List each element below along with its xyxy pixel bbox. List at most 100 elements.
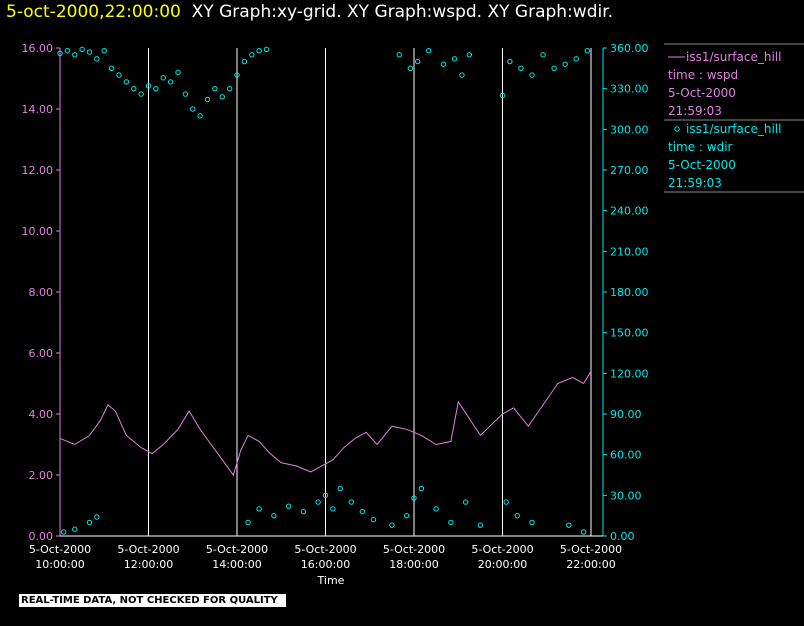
- x-tick-date: 5-Oct-2000: [471, 543, 533, 556]
- x-tick-time: 18:00:00: [389, 558, 438, 571]
- wdir-point: [153, 85, 159, 92]
- wdir-point: [477, 522, 484, 528]
- left-tick-label: 10.00: [22, 225, 54, 238]
- wdir-point: [451, 56, 458, 62]
- right-tick-label: 60.00: [610, 449, 642, 462]
- wdir-point: [459, 72, 465, 78]
- wdir-point: [411, 495, 417, 501]
- right-axis-ticks: 0.00 30.00 60.00 90.00 120.00 150.00 180.00 210…: [603, 42, 649, 543]
- right-tick-label: 180.00: [610, 286, 649, 299]
- left-tick-label: 2.00: [29, 469, 54, 482]
- wdir-point: [566, 522, 572, 528]
- wdir-point: [167, 79, 174, 85]
- wdir-point: [518, 65, 524, 72]
- right-tick-label: 300.00: [610, 123, 649, 136]
- wdir-point: [285, 503, 292, 509]
- title-graph-names: XY Graph:xy-grid. XY Graph:wspd. XY Grap…: [191, 2, 614, 22]
- right-tick-label: 330.00: [610, 83, 649, 96]
- wdir-point: [226, 85, 233, 92]
- wdir-point: [580, 529, 587, 535]
- wdir-point: [418, 485, 425, 492]
- legend-wdir-label: time : wdir: [668, 140, 733, 154]
- wdir-point: [212, 85, 218, 92]
- wdir-point: [72, 52, 78, 58]
- wdir-point: [108, 65, 115, 72]
- wdir-point: [245, 519, 251, 526]
- wdir-point: [300, 508, 307, 515]
- series-wdir: [57, 46, 591, 535]
- x-tick-date: 5-Oct-2000: [294, 543, 356, 556]
- legend-wspd-label: time : wspd: [668, 68, 738, 82]
- wdir-point: [503, 499, 509, 505]
- left-tick-label: 14.00: [22, 103, 54, 116]
- legend-wspd-name: iss1/surface_hill: [686, 50, 781, 64]
- wdir-point: [131, 85, 137, 92]
- left-axis-ticks: 0.00 2.00 4.00 6.00 8.00 10.00 12.00 14.00 16.00: [22, 42, 60, 543]
- wdir-point: [389, 522, 395, 528]
- wdir-point: [197, 113, 203, 119]
- x-tick-time: 20:00:00: [478, 558, 527, 571]
- wdir-point: [175, 69, 181, 76]
- grid-lines: [148, 48, 592, 536]
- wdir-point: [403, 512, 410, 519]
- right-tick-label: 0.00: [610, 530, 635, 543]
- left-tick-label: 16.00: [22, 42, 54, 55]
- left-tick-label: 6.00: [29, 347, 54, 360]
- x-tick-date: 5-Oct-2000: [117, 543, 179, 556]
- wdir-point: [322, 492, 329, 499]
- wdir-point: [433, 506, 439, 512]
- axes: [59, 48, 604, 537]
- wdir-point: [370, 517, 377, 523]
- wdir-point: [116, 72, 122, 78]
- right-tick-label: 240.00: [610, 205, 649, 218]
- legend-wdir-date: 5-Oct-2000: [668, 158, 736, 172]
- wdir-point: [64, 48, 71, 54]
- wdir-point: [94, 56, 100, 62]
- wdir-point: [256, 506, 262, 512]
- x-tick-time: 12:00:00: [124, 558, 173, 571]
- x-axis-ticks: 5-Oct-2000 10:00:00 5-Oct-2000 12:00:00 5-Oc…: [29, 543, 622, 571]
- left-tick-label: 0.00: [29, 530, 54, 543]
- right-tick-label: 210.00: [610, 245, 649, 258]
- wdir-point: [60, 529, 67, 535]
- wdir-point: [562, 61, 568, 67]
- wdir-point: [72, 526, 78, 532]
- x-tick-time: 16:00:00: [301, 558, 350, 571]
- wdir-point: [263, 46, 270, 53]
- wdir-point: [315, 499, 321, 505]
- wdir-point: [57, 50, 63, 57]
- x-axis-label: Time: [317, 574, 345, 587]
- x-tick-date: 5-Oct-2000: [383, 543, 445, 556]
- x-tick-date: 5-Oct-2000: [560, 543, 622, 556]
- x-tick-time: 14:00:00: [212, 558, 261, 571]
- wdir-point: [584, 48, 591, 54]
- wdir-point: [337, 485, 343, 492]
- wdir-point: [448, 519, 454, 526]
- wdir-point: [551, 65, 557, 72]
- legend: iss1/surface_hill time : wspd 5-Oct-2000…: [664, 43, 804, 193]
- wdir-point: [241, 58, 248, 65]
- x-tick-time: 10:00:00: [35, 558, 84, 571]
- wdir-point: [440, 61, 447, 67]
- wdir-point: [426, 48, 432, 54]
- legend-marker-wdir: [674, 126, 680, 132]
- x-tick-time: 22:00:00: [566, 558, 615, 571]
- x-tick-date: 5-Oct-2000: [29, 543, 91, 556]
- wdir-point: [330, 506, 336, 512]
- legend-wspd-time: 21:59:03: [668, 104, 722, 118]
- right-tick-label: 120.00: [610, 367, 649, 380]
- right-tick-label: 270.00: [610, 164, 649, 177]
- series-wspd: [59, 371, 592, 477]
- wdir-point: [86, 49, 93, 55]
- wdir-point: [540, 52, 546, 58]
- wdir-point: [396, 52, 402, 58]
- wdir-point: [359, 508, 366, 515]
- wdir-point: [256, 48, 262, 54]
- wdir-point: [234, 72, 240, 78]
- wdir-point: [414, 58, 421, 65]
- wspd-line: [59, 371, 592, 477]
- wdir-point: [407, 65, 414, 72]
- legend-wdir-time: 21:59:03: [668, 176, 722, 190]
- wdir-point: [529, 519, 535, 526]
- wdir-point: [462, 499, 469, 505]
